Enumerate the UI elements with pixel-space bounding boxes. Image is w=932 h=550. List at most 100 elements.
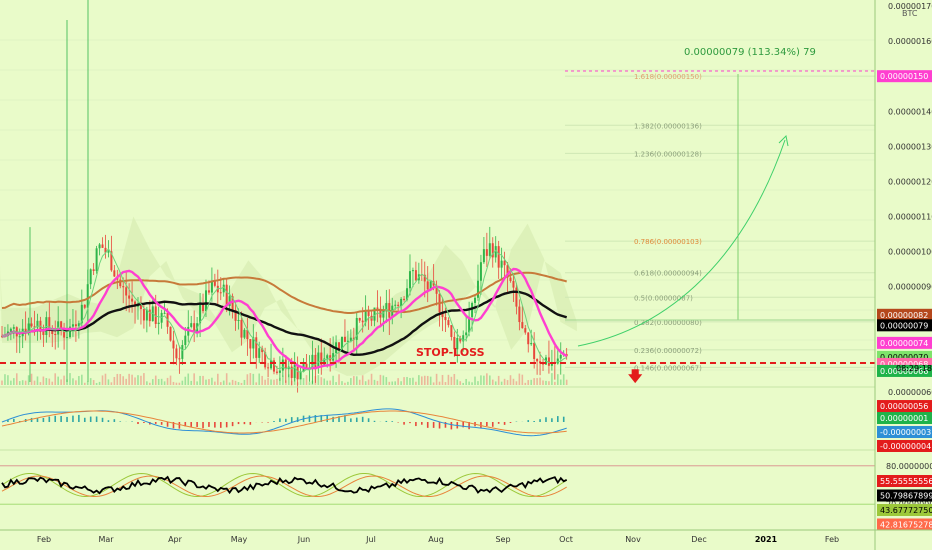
volume-bar [172, 381, 175, 385]
candle-body [305, 363, 308, 369]
price-highlight-label: 0.00000066 [880, 367, 928, 376]
candle-body [453, 336, 456, 350]
candle-body [234, 309, 237, 321]
volume-bar [1, 380, 3, 385]
macd-histogram-bar [450, 422, 453, 430]
macd-histogram-bar [66, 416, 68, 422]
moving-averages [1, 248, 568, 373]
macd-histogram-bar [557, 416, 559, 422]
candle-body [506, 265, 509, 278]
candle-body [30, 323, 33, 327]
volume-bar [175, 382, 178, 385]
candle-body [494, 246, 497, 258]
candle-body [346, 340, 349, 342]
fib-label: 0.786(0.00000103) [634, 238, 702, 246]
macd-histogram-bar [285, 418, 287, 422]
candle-body [163, 312, 166, 314]
volume-bar [542, 380, 544, 385]
volume-bar [36, 376, 39, 385]
volume-bar [480, 375, 482, 385]
rsi-highlight-label: 50.79867899 [880, 492, 932, 501]
time-axis[interactable]: Feb Mar Apr May Jun Jul Aug Sep Oct Nov Dec 2021 Feb [37, 535, 839, 544]
candle-body [207, 290, 210, 293]
macd-histogram-bar [101, 417, 104, 422]
macd-histogram-bar [391, 421, 394, 422]
fib-label: 1.618(0.00000150) [634, 73, 702, 81]
volume-bar [101, 375, 104, 385]
volume-bar [137, 375, 139, 385]
candle-body [382, 310, 385, 318]
volume-bar [497, 375, 500, 385]
candle-body [175, 348, 178, 359]
macd-histogram-bar [143, 422, 145, 423]
volume-bar [444, 382, 447, 385]
price-highlight-label: 0.00000070 [880, 353, 928, 362]
ma-orange-line [1, 271, 567, 314]
macd-histogram-bar [438, 422, 441, 429]
volume-bar [423, 375, 426, 385]
candle-body [509, 277, 512, 282]
candle-body [521, 322, 524, 329]
candle-body [485, 249, 488, 256]
volume-bar [409, 377, 411, 385]
candle-body [406, 288, 409, 300]
fib-label: 0.618(0.00000094) [634, 270, 702, 278]
candle-body [54, 334, 57, 336]
macd-histogram-bar [296, 417, 299, 422]
y-tick-label: 0.00000160 [888, 37, 932, 46]
candle-body [261, 348, 264, 353]
volume-bar [459, 381, 462, 385]
candle-body [77, 323, 80, 327]
x-tick-label: Mar [98, 535, 114, 544]
stop-loss-label: STOP-LOSS [416, 346, 485, 359]
volume-bar [116, 373, 119, 385]
macd-histogram-bar [290, 417, 293, 422]
y-tick-label: 0.00000140 [888, 107, 932, 116]
fib-label: 1.236(0.00000128) [634, 150, 702, 158]
volume-bar [406, 376, 408, 385]
macd-histogram-bar [308, 415, 311, 422]
macd-histogram-bar [426, 422, 429, 428]
volume-bar [157, 379, 160, 385]
candle-body [447, 320, 450, 326]
candle-body [172, 340, 175, 349]
macd-histogram-bar [107, 420, 110, 422]
volume-bar [146, 381, 148, 385]
rsi-highlight-label: 43.67772750 [880, 506, 932, 515]
volume-bar [353, 376, 355, 385]
volume-bar [429, 376, 432, 385]
volume-bar [225, 373, 228, 385]
volume-bar [18, 381, 21, 385]
candle-body [240, 319, 243, 338]
volume-bar [75, 380, 77, 385]
candle-body [222, 284, 225, 293]
macd-histogram-bar [527, 420, 530, 422]
rsi-highlight-label: 42.81675278 [880, 521, 932, 530]
candle-body [267, 367, 270, 369]
price-axis[interactable]: 0.00000170 0.00000160 0.00000150 0.00000140… [877, 2, 932, 413]
candle-body [435, 285, 438, 294]
volume-bar [308, 382, 311, 385]
volume-bar [211, 377, 213, 385]
volume-bar [149, 382, 151, 385]
candle-body [281, 359, 284, 371]
volume-bar [557, 374, 559, 385]
volume-bar [358, 379, 361, 385]
candle-body [317, 352, 320, 367]
candle-body [471, 302, 474, 318]
macd-histogram-bar [373, 420, 376, 422]
volume-bar [264, 379, 266, 385]
candle-body [432, 281, 435, 286]
volume-bar [154, 375, 157, 385]
volume-bar [122, 376, 125, 385]
candles [1, 0, 568, 393]
volume-bar [240, 382, 243, 385]
volume-bar [45, 378, 48, 385]
candle-body [338, 342, 341, 351]
volume-bar [95, 382, 98, 385]
volume-bar [169, 375, 172, 385]
macd-histogram-bar [160, 422, 163, 425]
candle-body [122, 286, 125, 288]
volume-bar [287, 374, 290, 385]
